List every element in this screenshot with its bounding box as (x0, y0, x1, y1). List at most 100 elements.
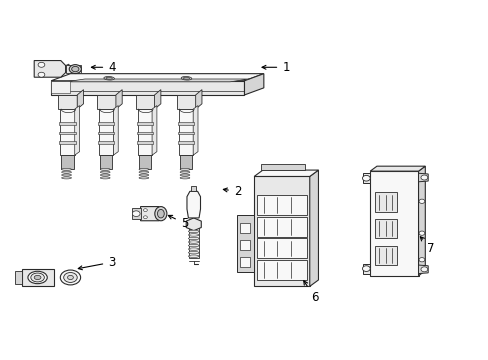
Ellipse shape (188, 251, 199, 254)
Polygon shape (138, 109, 152, 155)
Polygon shape (51, 81, 244, 95)
Ellipse shape (180, 168, 189, 170)
Text: 3: 3 (78, 256, 115, 270)
Ellipse shape (188, 237, 199, 240)
Polygon shape (186, 192, 200, 218)
Polygon shape (257, 195, 306, 215)
Ellipse shape (61, 168, 71, 170)
Polygon shape (75, 105, 80, 155)
Circle shape (143, 209, 147, 212)
Polygon shape (254, 176, 309, 286)
Polygon shape (418, 166, 425, 276)
Ellipse shape (139, 171, 148, 173)
Bar (239, 257, 250, 267)
Polygon shape (154, 90, 161, 109)
Text: 5: 5 (168, 215, 188, 230)
Circle shape (418, 199, 424, 203)
Ellipse shape (100, 174, 110, 176)
Circle shape (418, 231, 424, 235)
Polygon shape (257, 238, 306, 258)
Polygon shape (34, 60, 65, 77)
Polygon shape (418, 265, 427, 274)
Polygon shape (193, 105, 198, 155)
Text: 7: 7 (420, 237, 434, 255)
Ellipse shape (180, 177, 189, 179)
Ellipse shape (157, 210, 164, 218)
Circle shape (38, 72, 45, 77)
Ellipse shape (67, 275, 73, 280)
Polygon shape (59, 141, 76, 144)
Polygon shape (132, 208, 140, 219)
Ellipse shape (106, 77, 112, 79)
Polygon shape (22, 269, 53, 286)
Bar (374, 192, 396, 212)
Circle shape (143, 216, 147, 219)
Circle shape (38, 62, 45, 67)
Polygon shape (177, 95, 195, 109)
Ellipse shape (188, 255, 199, 257)
Ellipse shape (139, 174, 148, 176)
Ellipse shape (100, 177, 110, 179)
Polygon shape (58, 95, 77, 109)
Polygon shape (99, 109, 113, 155)
Ellipse shape (61, 174, 71, 176)
Circle shape (362, 175, 369, 181)
Polygon shape (98, 132, 114, 134)
Polygon shape (369, 171, 418, 276)
Ellipse shape (180, 174, 189, 176)
Polygon shape (261, 164, 305, 170)
Polygon shape (178, 132, 194, 134)
Polygon shape (138, 155, 151, 169)
Polygon shape (137, 122, 153, 125)
Ellipse shape (69, 65, 81, 73)
Polygon shape (180, 155, 192, 169)
Polygon shape (100, 155, 112, 169)
Ellipse shape (188, 244, 199, 247)
Polygon shape (97, 95, 116, 109)
Polygon shape (51, 81, 70, 93)
Ellipse shape (34, 275, 41, 280)
Text: 1: 1 (262, 61, 289, 74)
Polygon shape (362, 173, 369, 183)
Polygon shape (98, 122, 114, 125)
Bar (374, 219, 396, 238)
Ellipse shape (63, 273, 77, 283)
Polygon shape (178, 141, 194, 144)
Ellipse shape (103, 76, 114, 80)
Ellipse shape (188, 230, 199, 233)
Ellipse shape (60, 270, 81, 285)
Bar (239, 223, 250, 233)
Polygon shape (98, 141, 114, 144)
Ellipse shape (61, 177, 71, 179)
Polygon shape (179, 109, 193, 155)
Polygon shape (51, 74, 264, 81)
Ellipse shape (188, 248, 199, 250)
Bar (374, 246, 396, 265)
Ellipse shape (139, 177, 148, 179)
Ellipse shape (28, 271, 47, 284)
Polygon shape (237, 215, 254, 272)
Circle shape (362, 266, 369, 271)
Polygon shape (60, 109, 75, 155)
Text: 4: 4 (91, 61, 116, 74)
Polygon shape (65, 64, 69, 73)
Ellipse shape (155, 207, 166, 221)
Polygon shape (362, 264, 369, 274)
Polygon shape (15, 271, 22, 284)
Bar (191, 186, 196, 192)
Polygon shape (59, 122, 76, 125)
Bar (239, 240, 250, 250)
Bar (188, 224, 198, 258)
Polygon shape (59, 132, 76, 134)
Polygon shape (140, 207, 161, 221)
Polygon shape (137, 141, 153, 144)
Polygon shape (186, 218, 201, 231)
Polygon shape (65, 79, 249, 82)
Circle shape (418, 258, 424, 262)
Polygon shape (61, 155, 74, 169)
Ellipse shape (100, 171, 110, 173)
Polygon shape (254, 170, 318, 176)
Circle shape (132, 211, 140, 216)
Polygon shape (113, 105, 118, 155)
Polygon shape (244, 74, 264, 95)
